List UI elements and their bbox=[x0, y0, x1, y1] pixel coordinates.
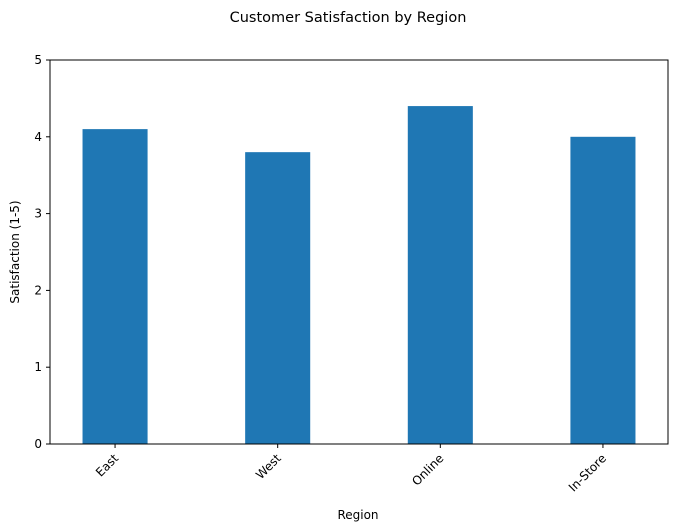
x-tick-label: East bbox=[93, 451, 121, 479]
x-tick-label: Online bbox=[409, 451, 446, 488]
bar-online bbox=[407, 106, 473, 444]
bar-in-store bbox=[570, 136, 636, 445]
x-tick-label: West bbox=[253, 451, 284, 482]
y-tick-label: 5 bbox=[34, 53, 42, 67]
y-tick-label: 2 bbox=[34, 283, 42, 297]
chart-title: Customer Satisfaction by Region bbox=[230, 10, 467, 26]
y-tick-label: 1 bbox=[34, 360, 42, 374]
plot-frame bbox=[49, 59, 669, 445]
bar-west bbox=[245, 152, 311, 444]
y-tick-label: 3 bbox=[34, 207, 42, 221]
y-tick-label: 0 bbox=[34, 437, 42, 451]
bar-east bbox=[82, 129, 148, 444]
y-axis-label: Satisfaction (1-5) bbox=[8, 200, 22, 303]
x-axis-label: Region bbox=[337, 508, 378, 522]
y-tick-label: 4 bbox=[34, 130, 42, 144]
plot-area bbox=[50, 60, 668, 444]
x-tick-label: In-Store bbox=[566, 451, 609, 494]
